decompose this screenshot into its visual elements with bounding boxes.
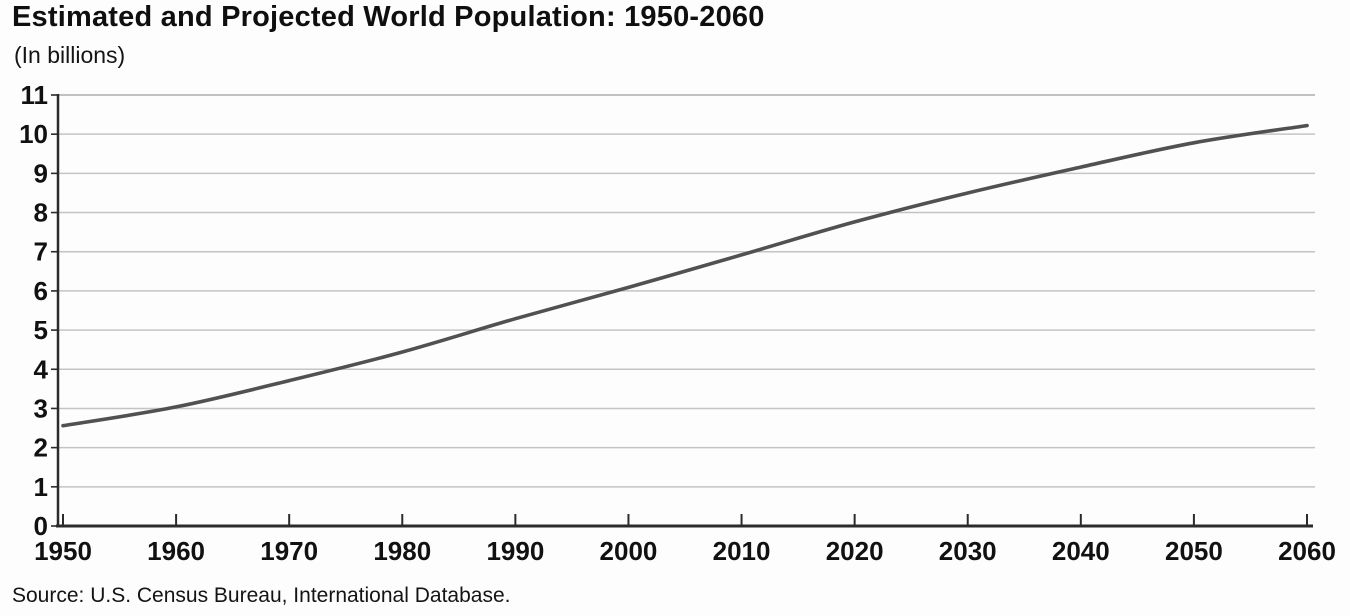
y-tick-label: 7: [34, 237, 48, 267]
x-tick-label: 1990: [486, 536, 544, 566]
x-tick-label: 1970: [260, 536, 318, 566]
y-tick-label: 6: [34, 276, 48, 306]
y-tick-label: 1: [34, 472, 48, 502]
x-tick-label: 2040: [1052, 536, 1110, 566]
y-tick-label: 11: [21, 80, 49, 110]
source-note: Source: U.S. Census Bureau, Internationa…: [12, 584, 511, 607]
x-tick-label: 1950: [34, 536, 92, 566]
y-tick-label: 10: [19, 119, 48, 149]
y-tick-label: 4: [34, 354, 49, 384]
x-tick-label: 2050: [1165, 536, 1223, 566]
y-tick-label: 2: [34, 433, 48, 463]
x-tick-label: 2060: [1278, 536, 1336, 566]
chart-subtitle: (In billions): [14, 42, 126, 68]
x-tick-label: 1960: [147, 536, 205, 566]
y-tick-label: 8: [34, 198, 48, 228]
y-tick-label: 3: [34, 393, 48, 423]
x-tick-label: 2030: [939, 536, 997, 566]
x-tick-label: 2010: [713, 536, 771, 566]
chart-title: Estimated and Projected World Population…: [12, 1, 765, 33]
population-line: [61, 123, 1309, 428]
x-tick-label: 2000: [600, 536, 658, 566]
y-tick-label: 0: [34, 511, 48, 541]
x-tick-label: 2020: [826, 536, 884, 566]
x-tick-label: 1980: [373, 536, 431, 566]
y-tick-label: 5: [34, 315, 48, 345]
y-tick-label: 9: [34, 158, 48, 188]
